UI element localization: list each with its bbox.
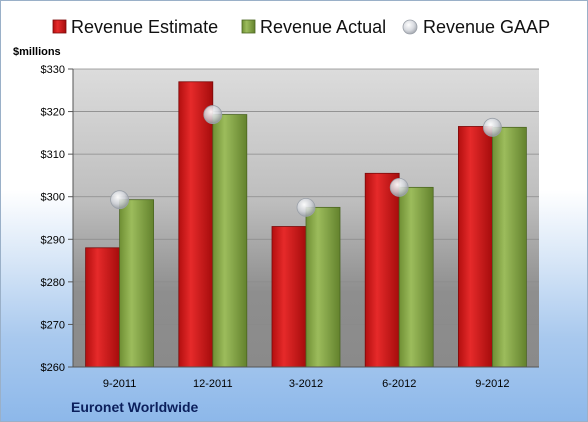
bar-revenue-estimate bbox=[364, 172, 400, 368]
x-axis-ticks: 9-2011 12-2011 3-2012 6-2012 9-2012 bbox=[103, 378, 510, 390]
y-tick-label: $330 bbox=[41, 64, 65, 76]
bar-revenue-estimate bbox=[457, 126, 493, 368]
x-tick-label: 9-2012 bbox=[475, 378, 509, 390]
legend-swatch-estimate bbox=[52, 19, 67, 34]
legend-label-actual: Revenue Actual bbox=[260, 17, 386, 37]
y-tick-label: $320 bbox=[41, 107, 65, 119]
x-tick-label: 3-2012 bbox=[289, 378, 323, 390]
x-tick-label: 12-2011 bbox=[193, 378, 233, 390]
legend-label-estimate: Revenue Estimate bbox=[71, 17, 218, 37]
legend-label-gaap: Revenue GAAP bbox=[423, 17, 550, 37]
legend-marker-gaap bbox=[402, 19, 418, 35]
marker-revenue-gaap bbox=[110, 190, 129, 210]
legend: Revenue Estimate Revenue Actual Revenue … bbox=[52, 17, 550, 37]
bar-revenue-actual bbox=[491, 126, 527, 368]
y-axis-ticks: $260 $270 $280 $290 $300 $310 $320 $330 bbox=[41, 64, 74, 374]
bar-revenue-actual bbox=[212, 114, 248, 368]
y-tick-label: $260 bbox=[41, 362, 65, 374]
gaap-markers bbox=[110, 105, 502, 217]
bar-revenue-estimate bbox=[178, 81, 214, 368]
marker-revenue-gaap bbox=[203, 105, 223, 124]
marker-revenue-gaap bbox=[296, 197, 316, 217]
legend-item-gaap: Revenue GAAP bbox=[402, 17, 550, 37]
legend-swatch-actual bbox=[241, 19, 256, 34]
bar-revenue-estimate bbox=[271, 226, 307, 368]
marker-revenue-gaap bbox=[482, 117, 502, 137]
y-tick-label: $310 bbox=[41, 149, 65, 161]
bars bbox=[85, 81, 527, 368]
x-tick-label: 9-2011 bbox=[103, 378, 136, 390]
bar-revenue-actual bbox=[305, 206, 341, 368]
y-tick-label: $270 bbox=[41, 319, 65, 331]
x-tick-label: 6-2012 bbox=[382, 378, 416, 390]
y-tick-label: $300 bbox=[41, 192, 65, 204]
y-tick-label: $280 bbox=[41, 277, 65, 289]
marker-revenue-gaap bbox=[389, 177, 409, 197]
y-tick-label: $290 bbox=[41, 234, 65, 246]
bar-revenue-actual bbox=[398, 186, 434, 368]
bar-revenue-actual bbox=[119, 199, 154, 368]
legend-item-actual: Revenue Actual bbox=[241, 17, 386, 37]
y-axis-label: $millions bbox=[13, 46, 61, 58]
bar-revenue-estimate bbox=[85, 247, 120, 368]
legend-item-estimate: Revenue Estimate bbox=[52, 17, 218, 37]
company-name: Euronet Worldwide bbox=[71, 399, 199, 415]
